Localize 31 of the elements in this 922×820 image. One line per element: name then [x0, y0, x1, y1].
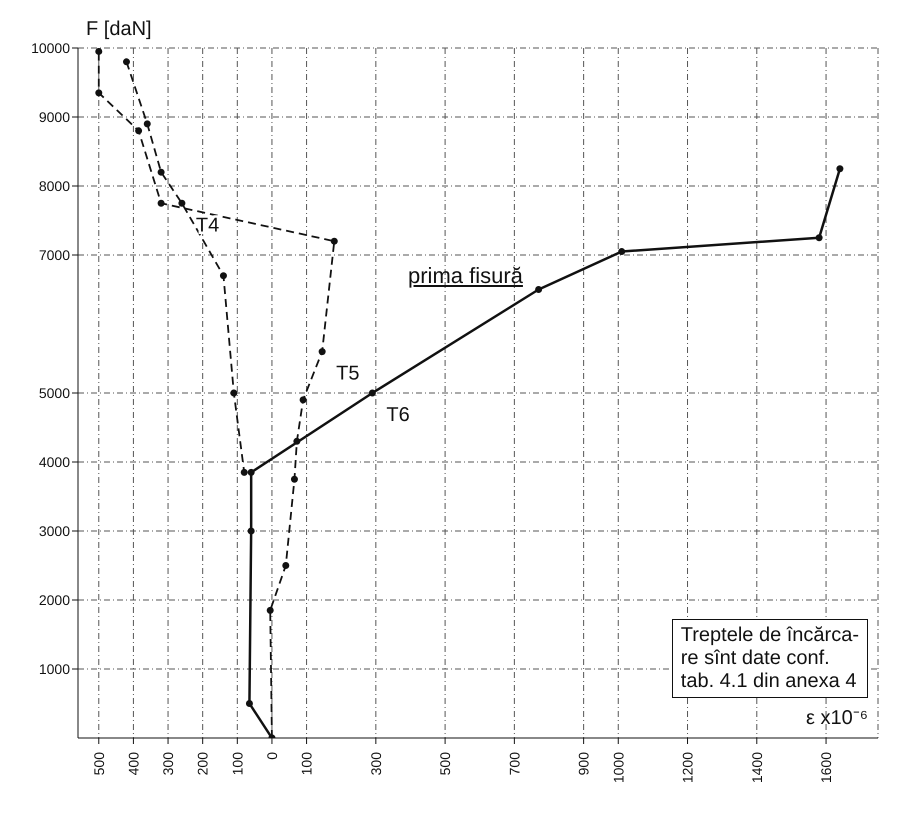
y-tick-label: 5000: [38, 384, 70, 401]
series-label: T5: [336, 362, 360, 385]
y-tick-label: 9000: [38, 108, 70, 125]
x-tick-label: 1600: [818, 752, 834, 784]
x-tick-label: 1000: [610, 752, 626, 784]
series-label: T4: [196, 214, 220, 236]
x-tick-label: 1400: [748, 752, 765, 784]
y-tick-label: 3000: [38, 522, 70, 539]
x-tick-label: 0: [264, 752, 280, 760]
y-tick-label: 7000: [38, 246, 70, 263]
x-tick-label: 300: [368, 752, 384, 776]
x-tick-label: 700: [506, 752, 522, 776]
series-label: T6: [386, 404, 410, 426]
x-tick-label: 100: [298, 752, 315, 776]
annotation: prima fisură: [408, 263, 523, 288]
x-tick-label: 500: [90, 752, 107, 776]
y-tick-label: 10000: [31, 40, 70, 56]
x-tick-label: 500: [437, 752, 454, 776]
annotation: Treptele de încărca- re sînt date conf. tab. 4.1 din anexa 4: [672, 619, 868, 698]
y-tick-label: 4000: [38, 454, 70, 470]
x-tick-label: 1200: [680, 752, 696, 784]
y-axis-title: F [daN]: [86, 18, 152, 41]
x-tick-label: 200: [194, 752, 211, 776]
y-tick-label: 2000: [38, 592, 70, 608]
y-tick-label: 8000: [38, 178, 70, 194]
y-tick-label: 1000: [38, 660, 70, 677]
x-tick-label: 300: [160, 752, 176, 776]
x-axis-title: ε x10⁻⁶: [806, 706, 868, 730]
x-tick-label: 100: [229, 752, 246, 776]
x-tick-label: 900: [576, 752, 592, 776]
x-tick-label: 400: [125, 752, 142, 776]
